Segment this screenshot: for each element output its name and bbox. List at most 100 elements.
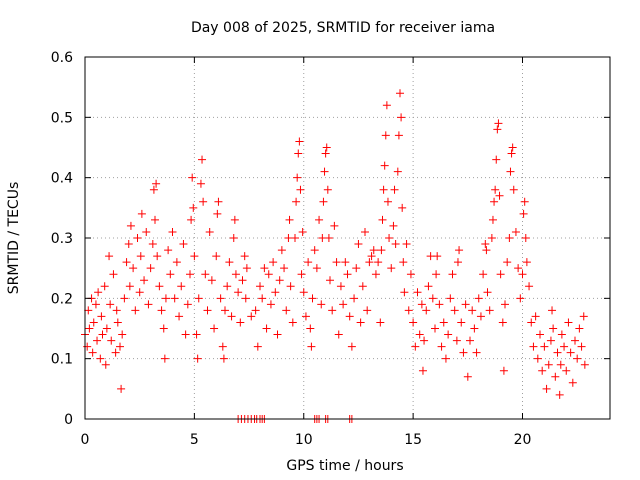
data-point: [194, 294, 203, 303]
data-point: [509, 185, 518, 194]
data-point: [326, 276, 334, 285]
data-point: [428, 294, 437, 303]
x-tick-label: 10: [295, 432, 313, 448]
data-point: [420, 336, 429, 345]
data-point: [102, 324, 111, 333]
data-point: [536, 330, 544, 339]
data-point: [431, 324, 439, 333]
data-point: [225, 258, 234, 267]
data-point: [564, 318, 573, 327]
data-point: [433, 252, 442, 261]
data-point: [435, 300, 444, 309]
data-point: [186, 270, 194, 279]
data-point: [453, 258, 462, 267]
data-point: [101, 360, 110, 369]
data-point: [422, 306, 431, 315]
data-point: [196, 179, 205, 188]
data-point: [461, 300, 470, 309]
data-point: [157, 306, 166, 315]
data-point: [277, 246, 286, 255]
data-point: [219, 354, 228, 363]
y-tick-label: 0.6: [51, 50, 73, 66]
data-point: [144, 300, 153, 309]
data-point: [295, 137, 304, 146]
data-point: [155, 282, 164, 291]
data-point: [476, 312, 485, 321]
data-point: [117, 384, 126, 393]
data-point: [172, 258, 181, 267]
data-point: [491, 185, 500, 194]
data-point: [533, 354, 542, 363]
data-point: [253, 342, 262, 351]
y-axis-title: SRMTID / TECUs: [6, 182, 22, 295]
data-point: [527, 318, 536, 327]
data-point: [548, 306, 557, 315]
data-point: [93, 336, 102, 345]
data-point: [571, 336, 579, 345]
data-point: [450, 306, 459, 315]
data-point: [474, 294, 483, 303]
data-point: [212, 252, 221, 261]
data-point: [568, 378, 577, 387]
data-point: [168, 227, 177, 236]
data-point: [441, 354, 450, 363]
data-point: [418, 366, 427, 375]
data-point: [506, 167, 515, 176]
data-point: [444, 330, 453, 339]
data-point: [470, 324, 479, 333]
data-point: [381, 131, 390, 140]
data-point: [495, 191, 504, 200]
x-tick-label: 20: [514, 432, 532, 448]
data-point: [112, 306, 121, 315]
data-point: [498, 318, 507, 327]
data-point: [339, 300, 348, 309]
data-point: [417, 300, 426, 309]
data-point: [374, 258, 383, 267]
data-point: [260, 264, 269, 273]
data-point: [240, 252, 249, 261]
data-point: [94, 288, 103, 297]
data-series: [81, 89, 589, 423]
data-point: [350, 294, 359, 303]
data-point: [485, 306, 494, 315]
axes: 0 0.1 0.2 0.3 0.4 0.5 0.6 0 5 10 15 20: [51, 50, 610, 448]
data-point: [292, 197, 301, 206]
data-point: [472, 348, 481, 357]
data-point: [566, 348, 575, 357]
data-point: [137, 209, 146, 218]
data-point: [452, 336, 461, 345]
data-point: [455, 246, 464, 255]
data-point: [577, 342, 586, 351]
data-point: [190, 252, 199, 261]
data-point: [409, 318, 418, 327]
data-point: [499, 366, 508, 375]
data-point: [238, 276, 247, 285]
data-point: [113, 318, 122, 327]
data-point: [135, 288, 144, 297]
data-point: [347, 342, 356, 351]
data-point: [490, 197, 499, 206]
data-point: [323, 185, 332, 194]
data-point: [522, 258, 531, 267]
data-point: [557, 330, 566, 339]
data-point: [231, 270, 240, 279]
data-point: [116, 342, 124, 351]
data-point: [398, 203, 407, 212]
data-point: [189, 203, 198, 212]
data-point: [216, 294, 225, 303]
data-point: [356, 318, 365, 327]
data-point: [166, 270, 175, 279]
data-point: [400, 288, 409, 297]
data-point: [324, 234, 333, 242]
data-point: [271, 288, 280, 297]
data-point: [193, 354, 202, 363]
data-point: [457, 318, 466, 327]
data-point: [404, 306, 413, 315]
data-point: [160, 354, 169, 363]
data-point: [432, 270, 441, 279]
data-point: [91, 300, 100, 309]
data-point: [459, 348, 468, 357]
data-point: [140, 276, 149, 285]
data-point: [251, 306, 260, 315]
